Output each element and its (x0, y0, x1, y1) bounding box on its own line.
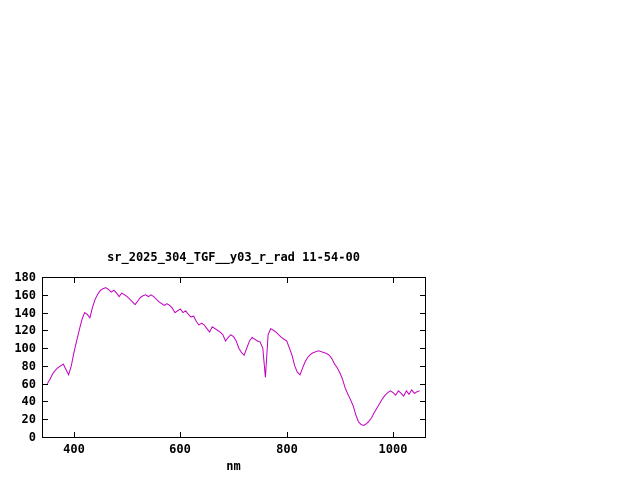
y-tick-label: 20 (21, 412, 36, 426)
y-tick-label: 40 (21, 394, 36, 408)
x-tick-label: 400 (63, 442, 85, 456)
y-tick-label: 80 (21, 359, 36, 373)
y-tick-label: 0 (28, 430, 36, 444)
y-tick-label: 120 (14, 323, 36, 337)
y-tick-label: 140 (14, 306, 36, 320)
x-tick-label: 600 (169, 442, 191, 456)
y-tick-label: 160 (14, 288, 36, 302)
plot-border (42, 277, 426, 438)
y-tick-label: 180 (14, 270, 36, 284)
x-tick-label: 1000 (378, 442, 408, 456)
x-axis-label: nm (226, 459, 241, 473)
chart-title: sr_2025_304_TGF__y03_r_rad 11-54-00 (107, 250, 360, 264)
y-tick-label: 60 (21, 377, 36, 391)
y-tick-label: 100 (14, 341, 36, 355)
spectrum-curve (46, 287, 420, 426)
x-tick-label: 800 (276, 442, 298, 456)
